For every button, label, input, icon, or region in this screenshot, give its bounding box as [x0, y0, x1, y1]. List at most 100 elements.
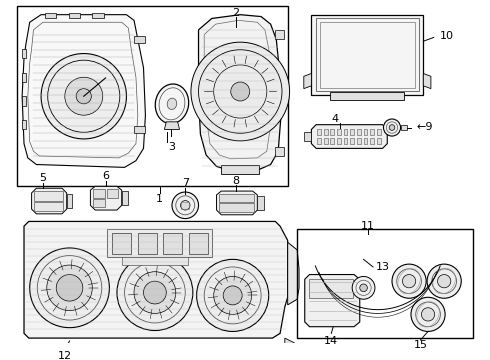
Polygon shape [304, 132, 311, 141]
Polygon shape [221, 166, 259, 174]
Circle shape [117, 255, 193, 330]
Polygon shape [275, 147, 284, 156]
Bar [377, 130, 381, 135]
Circle shape [134, 272, 176, 314]
Polygon shape [304, 73, 311, 89]
Polygon shape [22, 49, 26, 58]
Bar [330, 130, 334, 135]
Circle shape [389, 125, 395, 130]
Bar [107, 229, 212, 257]
Bar [317, 130, 321, 135]
Text: 10: 10 [440, 31, 453, 41]
Circle shape [384, 119, 400, 136]
Bar [164, 233, 182, 254]
Polygon shape [92, 13, 104, 18]
Polygon shape [288, 242, 299, 305]
Text: 14: 14 [324, 336, 339, 346]
Text: 2: 2 [232, 8, 239, 18]
Circle shape [352, 276, 375, 299]
Polygon shape [22, 15, 146, 167]
Bar [138, 233, 157, 254]
Bar [316, 18, 418, 91]
Bar [337, 138, 341, 144]
Polygon shape [67, 194, 73, 208]
Bar [357, 138, 361, 144]
Polygon shape [90, 186, 122, 210]
Circle shape [438, 275, 451, 288]
Text: 15: 15 [414, 340, 427, 350]
Bar [364, 130, 368, 135]
Polygon shape [134, 36, 146, 43]
Circle shape [231, 82, 250, 101]
Bar [330, 138, 334, 144]
Bar [93, 199, 105, 207]
Bar [343, 138, 347, 144]
Bar [17, 6, 288, 186]
Polygon shape [22, 120, 26, 130]
Polygon shape [285, 338, 294, 352]
Circle shape [392, 264, 426, 298]
Polygon shape [305, 275, 360, 327]
Bar [350, 130, 354, 135]
Polygon shape [31, 188, 67, 214]
Polygon shape [45, 13, 56, 18]
Polygon shape [69, 13, 80, 18]
Bar [34, 202, 63, 211]
Bar [364, 138, 368, 144]
Circle shape [360, 284, 368, 292]
Bar [112, 233, 131, 254]
Text: 1: 1 [156, 194, 163, 204]
Ellipse shape [167, 98, 177, 109]
Circle shape [214, 276, 252, 314]
Bar [220, 203, 253, 212]
Bar [181, 202, 189, 209]
Text: 4: 4 [332, 114, 339, 124]
Circle shape [76, 89, 91, 104]
Circle shape [427, 264, 461, 298]
Polygon shape [24, 221, 288, 338]
Polygon shape [198, 15, 281, 170]
Bar [34, 191, 63, 201]
Bar [311, 15, 423, 95]
Bar [189, 233, 208, 254]
Bar [370, 138, 374, 144]
Polygon shape [423, 73, 431, 89]
Polygon shape [122, 191, 128, 205]
Bar [343, 130, 347, 135]
Circle shape [421, 308, 435, 321]
Bar [320, 22, 415, 88]
Bar [337, 130, 341, 135]
Circle shape [172, 192, 198, 219]
Circle shape [144, 281, 166, 304]
Bar [317, 138, 321, 144]
Bar [357, 130, 361, 135]
Circle shape [191, 42, 290, 141]
Bar [350, 138, 354, 144]
Polygon shape [275, 30, 284, 39]
Polygon shape [134, 126, 146, 133]
Bar [370, 130, 374, 135]
Bar [93, 189, 105, 198]
Circle shape [41, 54, 126, 139]
Text: 12: 12 [58, 351, 72, 360]
Bar [377, 138, 381, 144]
Circle shape [411, 297, 445, 332]
Text: ←9: ←9 [416, 122, 433, 132]
Bar [106, 189, 118, 198]
Bar [324, 130, 327, 135]
Text: 3: 3 [169, 143, 175, 152]
Text: 13: 13 [376, 262, 390, 272]
Polygon shape [257, 196, 264, 210]
Circle shape [180, 201, 190, 210]
Polygon shape [217, 191, 257, 215]
Text: 11: 11 [361, 221, 375, 231]
Circle shape [223, 286, 242, 305]
Bar [310, 279, 353, 298]
Polygon shape [330, 93, 404, 100]
Text: 8: 8 [232, 176, 239, 186]
Polygon shape [164, 122, 179, 130]
Text: 6: 6 [102, 171, 109, 181]
Circle shape [196, 259, 269, 332]
Circle shape [30, 248, 109, 328]
Circle shape [56, 275, 83, 301]
